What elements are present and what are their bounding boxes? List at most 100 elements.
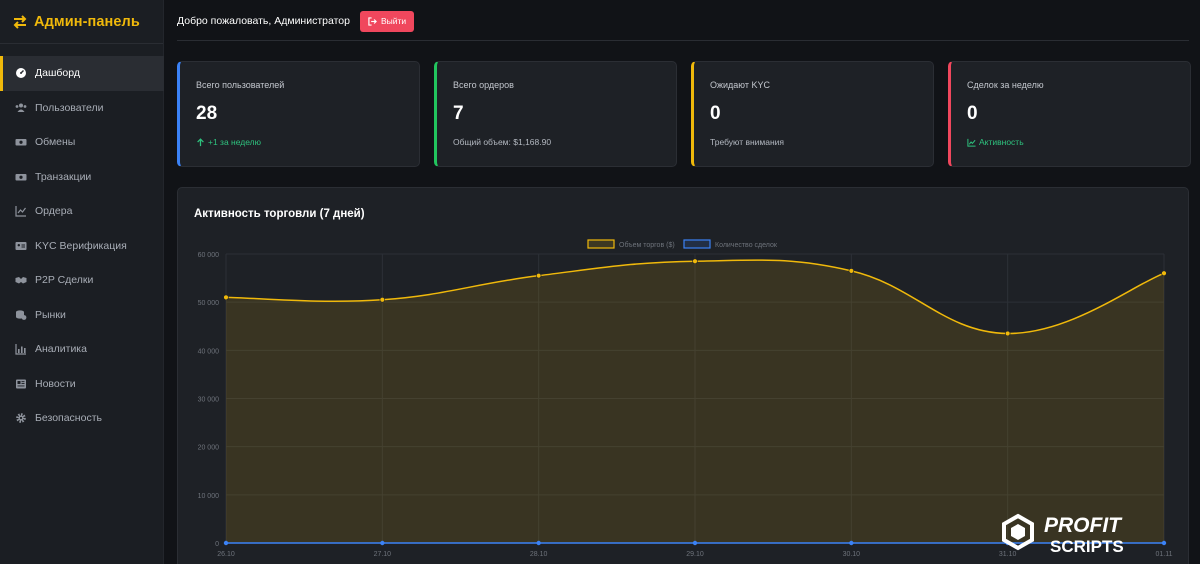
legend-label-volume: Объем торгов ($) [619, 241, 675, 249]
sidebar: Админ-панель Дашборд Пользователи Обмены… [0, 0, 164, 564]
stat-card-deals: Сделок за неделю 0 Активность [948, 61, 1191, 167]
exchange-arrows-icon [12, 14, 28, 30]
sidebar-nav: Дашборд Пользователи Обмены Транзакции О… [0, 56, 164, 436]
deals-point [849, 540, 854, 546]
watermark-line-2: SCRIPTS [1050, 537, 1124, 556]
sidebar-item-label: Новости [35, 377, 76, 390]
volume-point [379, 297, 386, 303]
sidebar-item-label: Рынки [35, 308, 66, 321]
stat-label: Ожидают KYC [710, 80, 770, 90]
sidebar-item-label: Дашборд [35, 67, 80, 80]
x-tick-label: 26.10 [217, 551, 235, 558]
stat-sub: Активность [967, 137, 1174, 147]
deals-point [536, 540, 541, 546]
arrow-up-icon [197, 137, 204, 146]
sidebar-item-kyc[interactable]: KYC Верификация [0, 229, 164, 264]
sidebar-item-label: KYC Верификация [35, 239, 127, 252]
sidebar-item-news[interactable]: Новости [0, 367, 164, 402]
logout-button[interactable]: Выйти [359, 10, 415, 32]
line-chart-icon [15, 205, 27, 217]
sidebar-item-transactions[interactable]: Транзакции [0, 160, 164, 195]
deals-point [1161, 540, 1167, 546]
stat-sub-text: +1 за неделю [208, 137, 262, 147]
x-tick-label: 01.11 [1156, 551, 1173, 558]
stat-value: 0 [967, 103, 978, 124]
y-tick-label: 50 000 [198, 300, 220, 307]
users-icon [15, 102, 27, 114]
stat-card-kyc: Ожидают KYC 0 Требуют внимания [691, 61, 934, 167]
sidebar-item-label: Ордера [35, 205, 73, 218]
sidebar-item-security[interactable]: Безопасность [0, 401, 164, 436]
stat-label: Всего пользователей [196, 80, 285, 90]
x-tick-label: 27.10 [374, 551, 392, 558]
trading-activity-panel: Активность торговли (7 дней) 0 10 000 20 0… [177, 187, 1189, 564]
deals-point [223, 540, 229, 546]
id-card-icon [15, 240, 27, 252]
volume-point [1004, 330, 1011, 337]
sidebar-item-analytics[interactable]: Аналитика [0, 332, 164, 367]
y-tick-label: 40 000 [198, 348, 220, 355]
x-tick-label: 29.10 [686, 551, 704, 558]
bar-chart-icon [15, 343, 27, 355]
line-chart-icon [967, 138, 976, 147]
coins-icon [15, 309, 27, 321]
sidebar-item-markets[interactable]: Рынки [0, 298, 164, 333]
y-tick-label: 30 000 [198, 397, 220, 404]
stat-value: 0 [710, 103, 721, 124]
stat-sub: Требуют внимания [710, 137, 785, 147]
gear-icon [15, 412, 27, 424]
watermark-line-1: PROFIT [1044, 514, 1123, 537]
volume-point [848, 268, 855, 274]
sidebar-item-label: Пользователи [35, 101, 104, 114]
handshake-icon [15, 274, 27, 286]
sidebar-item-label: Транзакции [35, 170, 92, 183]
volume-area [226, 260, 1164, 543]
x-tick-label: 30.10 [843, 551, 861, 558]
y-tick-label: 0 [215, 541, 219, 548]
legend-swatch-volume [587, 239, 615, 249]
dashboard-icon [15, 67, 27, 79]
logout-label: Выйти [380, 16, 407, 26]
sidebar-item-exchanges[interactable]: Обмены [0, 125, 164, 160]
money-icon [15, 136, 27, 148]
money-icon [15, 171, 27, 183]
legend-label-deals: Количество сделок [715, 242, 778, 249]
chart-title: Активность торговли (7 дней) [194, 208, 365, 220]
welcome-text: Добро пожаловать, Администратор [177, 15, 350, 27]
stat-sub: Общий объем: $1,168.90 [453, 137, 552, 147]
volume-point [223, 294, 229, 301]
volume-point [1161, 270, 1167, 276]
stat-sub-text: Активность [979, 137, 1024, 147]
stat-card-orders: Всего ордеров 7 Общий объем: $1,168.90 [434, 61, 677, 167]
stat-sub: +1 за неделю [196, 137, 403, 147]
sidebar-item-label: Безопасность [35, 412, 102, 425]
y-tick-label: 60 000 [198, 252, 220, 259]
volume-point [535, 272, 542, 279]
legend-swatch-deals [683, 239, 711, 249]
x-tick-label: 31.10 [999, 551, 1017, 558]
deals-point [380, 540, 385, 546]
brand-title: Админ-панель [34, 13, 140, 30]
profit-scripts-watermark: PROFIT SCRIPTS [1002, 513, 1124, 556]
x-tick-label: 28.10 [530, 551, 548, 558]
sidebar-item-p2p[interactable]: P2P Сделки [0, 263, 164, 298]
y-tick-label: 20 000 [198, 445, 220, 452]
sidebar-item-label: Обмены [35, 136, 76, 149]
sidebar-item-orders[interactable]: Ордера [0, 194, 164, 229]
deals-point [692, 540, 698, 546]
stat-label: Сделок за неделю [967, 80, 1044, 90]
sidebar-item-dashboard[interactable]: Дашборд [0, 56, 164, 91]
top-bar: Добро пожаловать, Администратор Выйти [177, 8, 1189, 41]
trading-activity-chart: 0 10 000 20 000 30 000 40 000 50 000 60 000 26.… [198, 239, 1173, 558]
sign-out-icon [368, 16, 377, 26]
profit-scripts-logo-icon [1002, 513, 1034, 551]
newspaper-icon [15, 378, 27, 390]
brand[interactable]: Админ-панель [0, 0, 163, 44]
sidebar-item-label: Аналитика [35, 343, 87, 356]
sidebar-item-users[interactable]: Пользователи [0, 91, 164, 126]
stat-label: Всего ордеров [453, 80, 514, 90]
stat-value: 7 [453, 103, 464, 124]
stat-value: 28 [196, 103, 218, 124]
stat-card-users: Всего пользователей 28 +1 за неделю [177, 61, 420, 167]
volume-point [692, 258, 698, 264]
